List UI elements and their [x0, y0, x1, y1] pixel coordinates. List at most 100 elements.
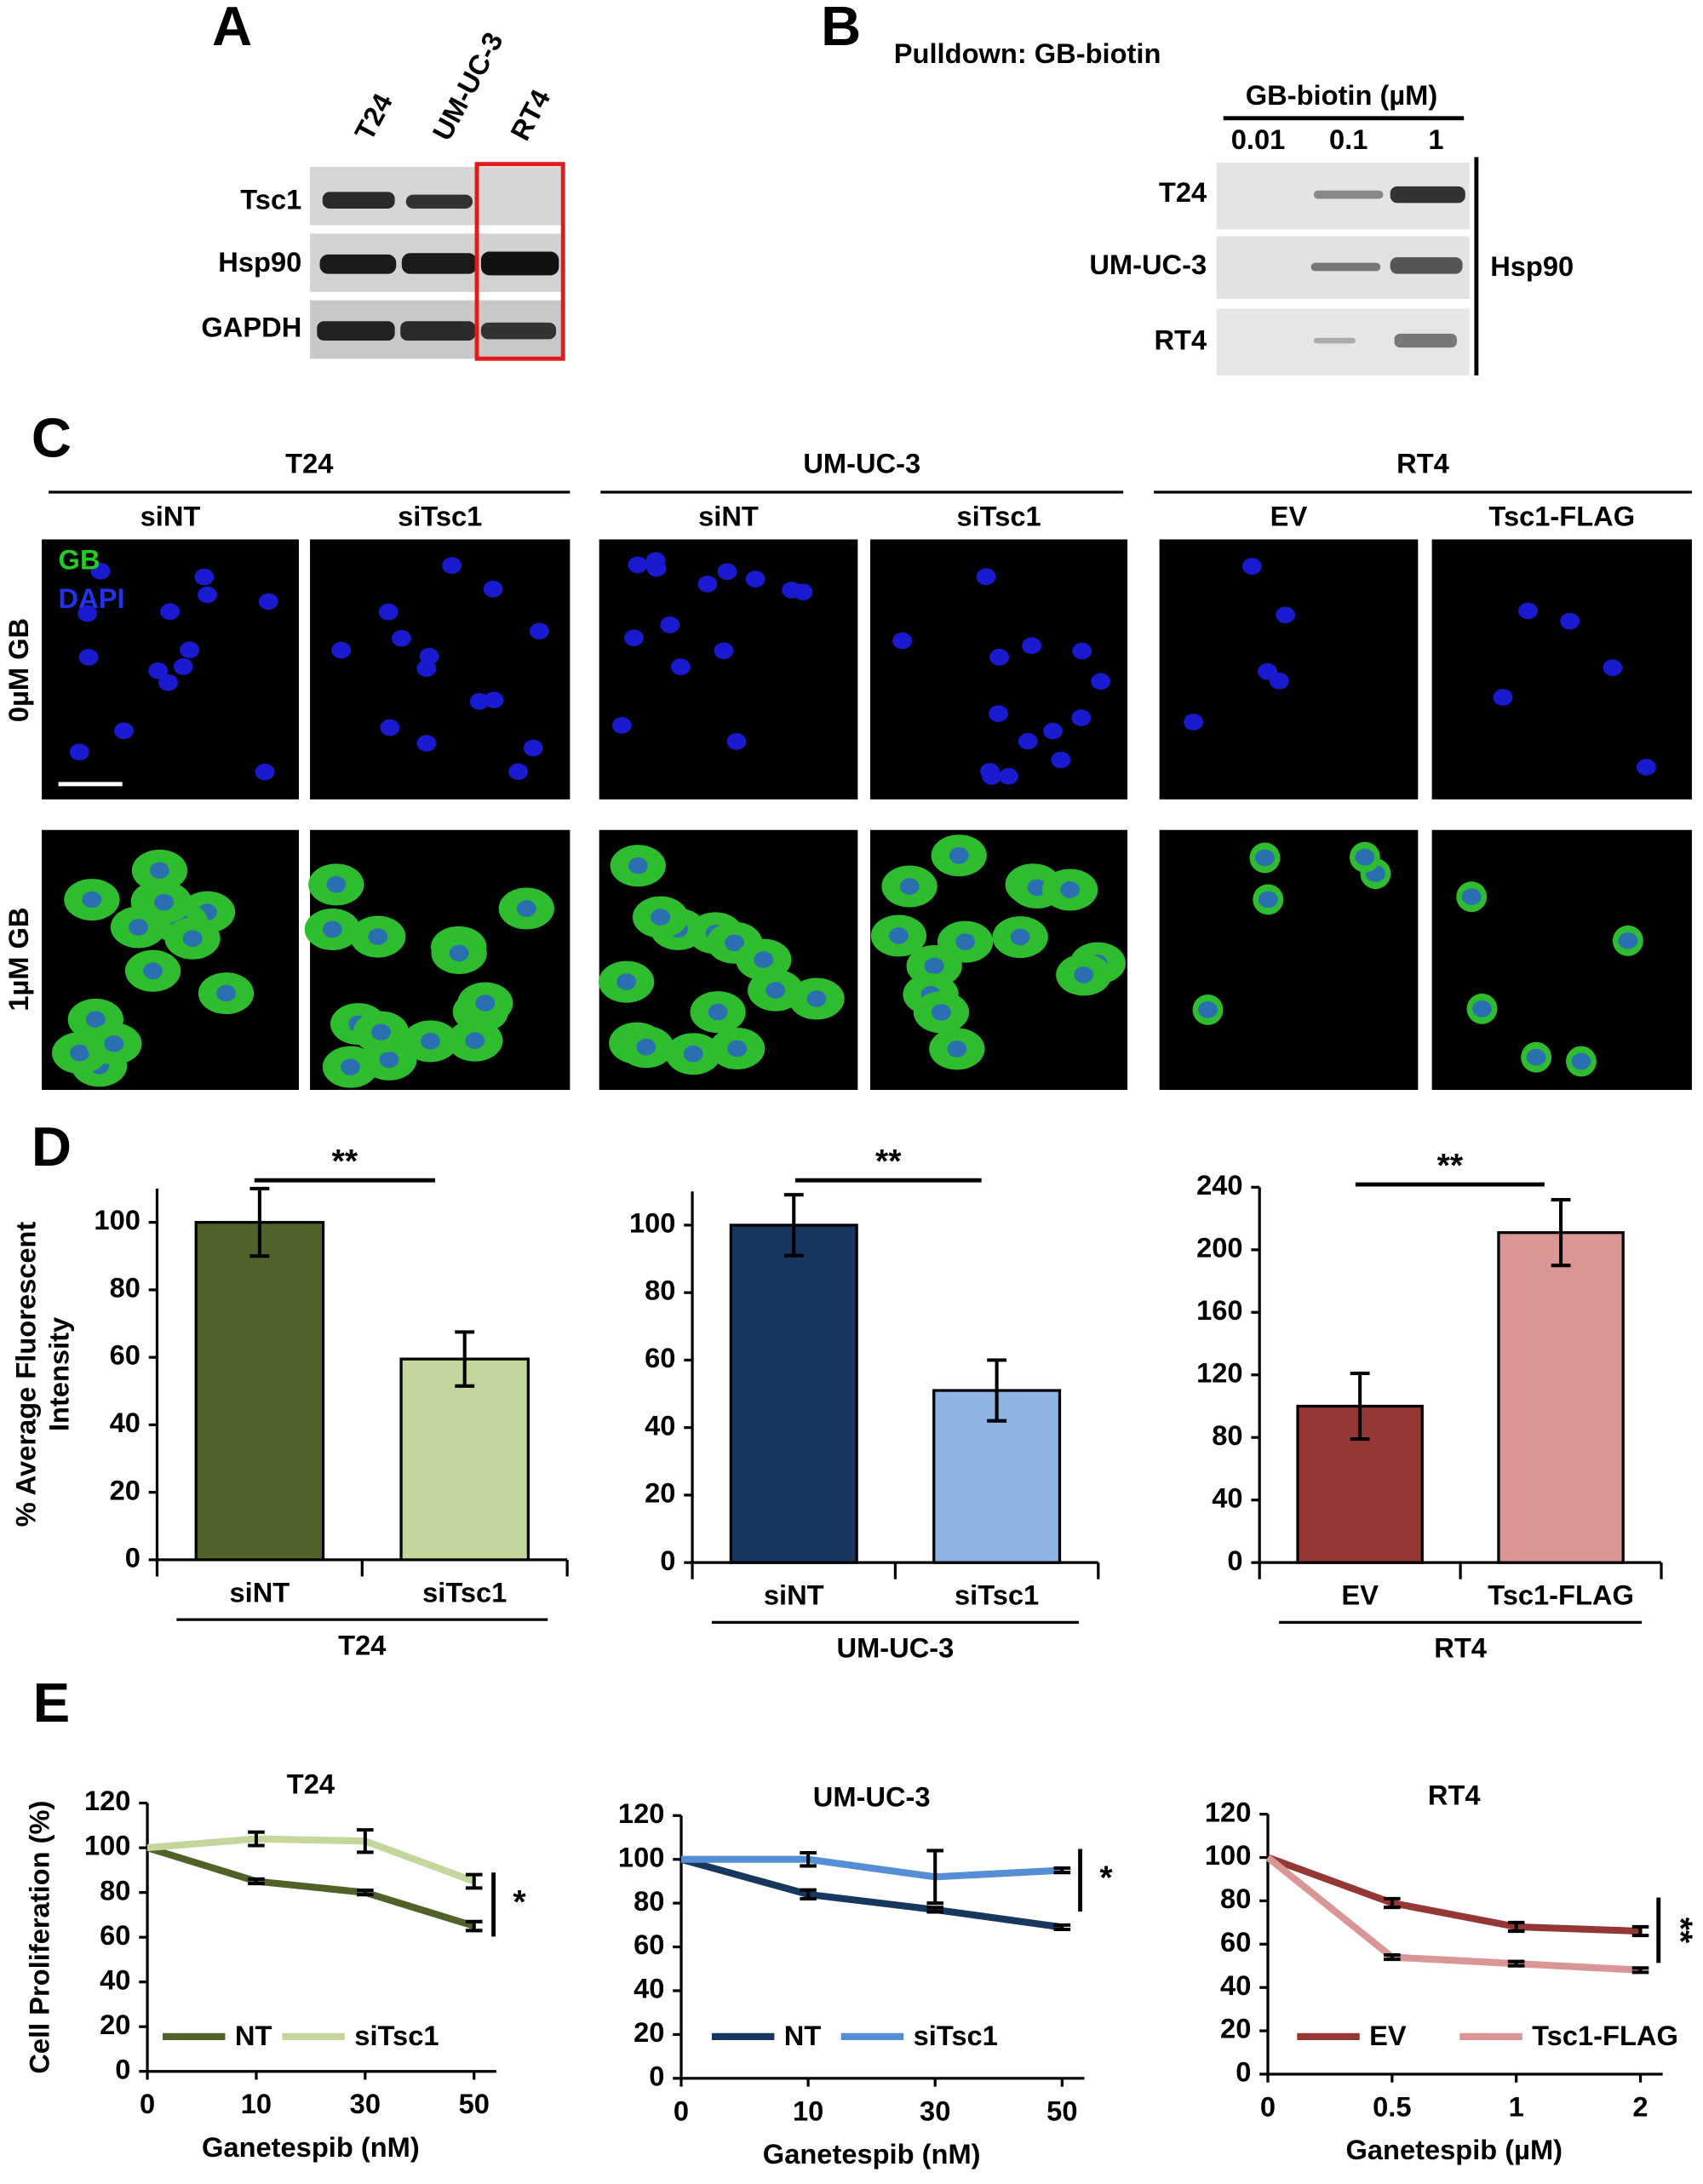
row-label: Tsc1 — [240, 183, 301, 215]
row-label: Hsp90 — [218, 246, 301, 278]
legend-label: NT — [784, 2020, 822, 2051]
significance: ** — [875, 1144, 902, 1180]
significance: ** — [332, 1144, 358, 1180]
error-bar — [465, 1919, 483, 1933]
blot — [310, 166, 564, 359]
x-tick-label: 10 — [793, 2095, 823, 2126]
nucleus — [725, 934, 745, 952]
x-tick-label: siNT — [230, 1576, 290, 1608]
x-tick-label: 0.5 — [1373, 2090, 1411, 2122]
micrographs — [41, 539, 1692, 1091]
nucleus — [326, 876, 347, 893]
nucleus — [198, 586, 217, 604]
header: GB-biotin (µM) — [1246, 79, 1437, 111]
y-axis-label: Cell Proliferation (%) — [24, 1801, 55, 2074]
nucleus — [1518, 602, 1538, 620]
x-tick-label: 0 — [674, 2095, 689, 2126]
nucleus — [379, 1051, 399, 1069]
nucleus — [782, 582, 801, 599]
panel-label: D — [32, 1115, 72, 1178]
nucleus — [104, 1035, 124, 1052]
micrograph — [1431, 539, 1692, 800]
nucleus — [180, 641, 200, 659]
nucleus — [1255, 849, 1275, 867]
x-axis-label: Ganetespib (nM) — [202, 2131, 420, 2163]
row-label: 0µM GB — [3, 618, 34, 722]
nucleus — [899, 878, 920, 895]
condition-label: siNT — [698, 501, 759, 532]
error-bar — [1384, 1896, 1401, 1910]
x-tick-label: 30 — [920, 2095, 950, 2126]
y-tick-label: 100 — [84, 1830, 130, 1861]
nucleus — [1618, 932, 1638, 949]
error-bar — [1507, 1920, 1525, 1934]
nucleus — [611, 717, 632, 734]
nucleus — [624, 629, 644, 646]
error-bar — [926, 1906, 944, 1914]
nucleus — [85, 1011, 106, 1029]
nucleus — [529, 622, 549, 640]
nucleus — [182, 930, 203, 948]
group-label: UM-UC-3 — [803, 448, 920, 479]
y-tick-label: 240 — [1196, 1169, 1242, 1201]
x-axis-label: Ganetespib (nM) — [763, 2138, 981, 2170]
error-bar — [357, 1888, 374, 1897]
nucleus — [628, 556, 648, 574]
error-bar — [357, 1828, 374, 1854]
y-tick-label: 20 — [645, 1477, 675, 1509]
nucleus — [651, 909, 671, 926]
lane-label: UM-UC-3 — [426, 27, 508, 146]
micrograph — [1431, 829, 1692, 1091]
y-tick-label: 0 — [660, 1545, 675, 1576]
x-tick-label: 10 — [241, 2088, 272, 2119]
chart-title: T24 — [287, 1768, 335, 1800]
x-tick-label: 1 — [1509, 2090, 1524, 2122]
condition-label: EV — [1270, 501, 1308, 532]
nucleus — [258, 593, 278, 610]
nucleus — [1526, 1048, 1546, 1066]
error-bar — [926, 1849, 944, 1906]
significance: * — [513, 1884, 526, 1921]
nucleus — [148, 662, 169, 679]
bar — [729, 1224, 858, 1564]
x-tick-label: 0 — [140, 2088, 155, 2119]
error-bar — [1384, 1952, 1401, 1962]
y-tick-label: 20 — [110, 1474, 140, 1505]
nucleus — [1637, 759, 1656, 776]
line — [1265, 1854, 1641, 1974]
nucleus — [806, 990, 827, 1007]
nucleus — [999, 767, 1018, 785]
nucleus — [976, 568, 996, 586]
line — [1266, 1854, 1641, 1935]
y-tick-label: 0 — [115, 2053, 130, 2084]
nucleus — [697, 576, 718, 593]
nucleus — [660, 616, 680, 633]
x-tick-label: siNT — [764, 1579, 824, 1611]
x-tick-label: siTsc1 — [955, 1579, 1039, 1611]
nucleus — [442, 557, 462, 574]
nucleus — [70, 1044, 90, 1062]
y-tick-label: 100 — [1205, 1839, 1251, 1871]
nucleus — [683, 1045, 703, 1063]
error-bar — [1350, 1371, 1370, 1442]
nucleus — [670, 658, 691, 675]
y-tick-label: 100 — [94, 1204, 140, 1235]
row-label: UM-UC-3 — [1089, 249, 1207, 280]
nucleus — [77, 605, 98, 622]
error-bar — [987, 1358, 1007, 1423]
micrograph — [310, 539, 571, 800]
target-label: Hsp90 — [1490, 250, 1574, 282]
highlight-box — [474, 162, 565, 361]
nucleus — [1184, 714, 1203, 731]
group-label: T24 — [338, 1629, 386, 1660]
nucleus — [1355, 848, 1375, 866]
nucleus — [475, 995, 496, 1012]
nucleus — [194, 568, 215, 586]
nucleus — [1018, 732, 1038, 750]
error-bar — [1631, 1966, 1649, 1975]
y-tick-label: 40 — [634, 1973, 664, 2004]
y-tick-label: 160 — [1196, 1294, 1242, 1326]
condition-label: siTsc1 — [956, 501, 1041, 532]
micrograph — [870, 539, 1128, 800]
